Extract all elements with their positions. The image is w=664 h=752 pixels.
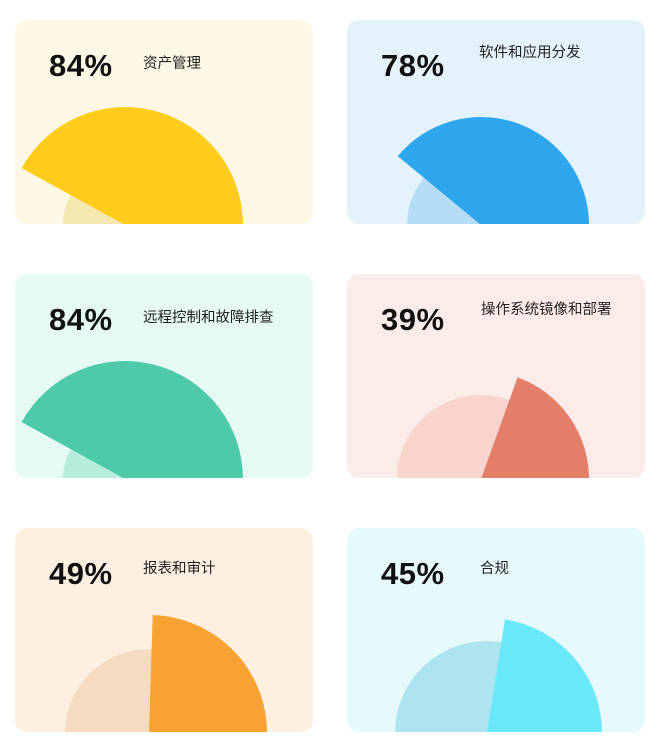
percent-value: 39% <box>381 302 445 337</box>
percent-value: 84% <box>49 302 113 337</box>
category-label: 合规 <box>480 561 509 577</box>
gauge-card-os-imaging: 39% 操作系统镜像和部署 <box>347 274 645 478</box>
gauge-value-sector <box>21 361 243 478</box>
gauge-value-sector <box>397 117 589 224</box>
category-label: 资产管理 <box>143 56 201 72</box>
gauge-chart <box>397 117 589 224</box>
gauge-chart <box>395 619 602 732</box>
category-label: 远程控制和故障排查 <box>143 310 274 326</box>
gauge-card-software-distribution: 78% 软件和应用分发 <box>347 20 645 224</box>
percent-value: 78% <box>381 48 445 83</box>
gauge-card-reports-audit: 49% 报表和审计 <box>15 528 313 732</box>
gauge-card-remote-control: 84% 远程控制和故障排查 <box>15 274 313 478</box>
category-label: 报表和审计 <box>143 561 216 577</box>
gauge-value-sector <box>21 107 243 224</box>
percent-value: 49% <box>49 556 113 591</box>
gauge-chart <box>65 615 267 732</box>
category-label: 操作系统镜像和部署 <box>481 302 612 318</box>
percent-value: 45% <box>381 556 445 591</box>
gauge-chart <box>21 361 243 478</box>
gauge-chart <box>21 107 243 224</box>
gauge-value-sector <box>487 619 602 732</box>
gauge-card-compliance: 45% 合规 <box>347 528 645 732</box>
percent-value: 84% <box>49 48 113 83</box>
gauge-card-asset-management: 84% 资产管理 <box>15 20 313 224</box>
gauge-value-sector <box>149 615 267 732</box>
gauge-chart <box>397 377 589 478</box>
category-label: 软件和应用分发 <box>479 45 581 61</box>
gauge-value-sector <box>481 377 589 478</box>
